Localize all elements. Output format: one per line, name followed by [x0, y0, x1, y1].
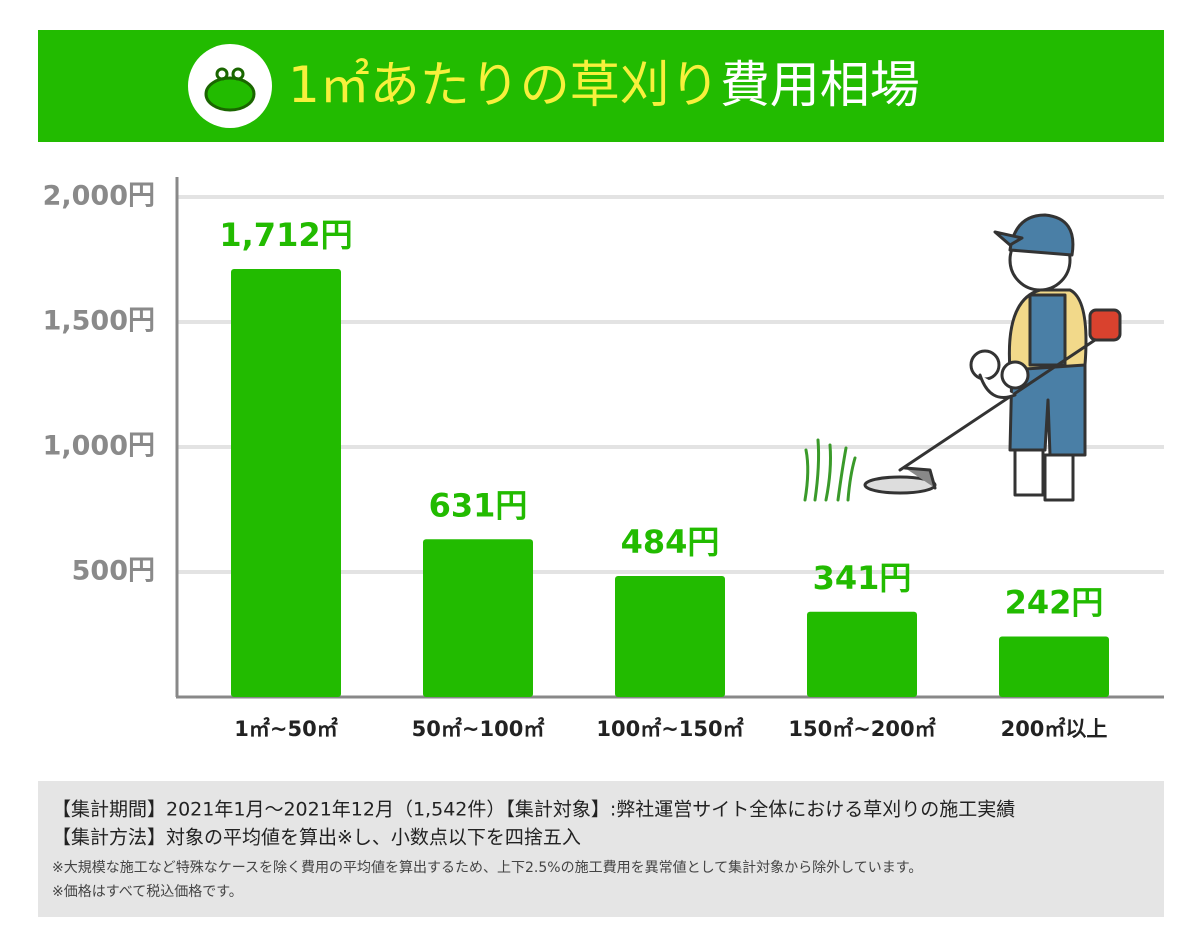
footer-note: ※大規模な施工など特殊なケースを除く費用の平均値を算出するため、上下2.5%の施…: [52, 859, 922, 876]
bar: [615, 576, 725, 697]
plot: 500円 1,000円 1,500円 2,000円 1㎡~50㎡ 1,712円 50㎡~10…: [43, 177, 1164, 741]
x-tick-label: 1㎡~50㎡: [234, 717, 337, 741]
value-label: 242円: [1005, 584, 1104, 622]
icon-clasp: [231, 67, 245, 81]
x-tick-label: 150㎡~200㎡: [788, 717, 935, 741]
bar: [999, 636, 1109, 697]
x-tick-label: 100㎡~150㎡: [596, 717, 743, 741]
footer-box: [38, 781, 1164, 917]
x-tick-label: 200㎡以上: [1001, 717, 1108, 741]
icon-purse: [204, 76, 256, 112]
value-label: 341円: [813, 559, 912, 597]
y-tick-label: 2,000円: [43, 181, 155, 212]
y-tick-label: 1,000円: [43, 431, 155, 462]
illustration: [803, 213, 1122, 502]
title-highlight: 1㎡あたりの草刈り: [288, 56, 720, 114]
bar: [807, 611, 917, 697]
value-label: 631円: [429, 486, 528, 524]
y-tick-label: 500円: [72, 556, 155, 587]
bar: [231, 269, 341, 697]
footer-line: 【集計方法】対象の平均値を算出※し、小数点以下を四捨五入: [52, 827, 581, 849]
footer-note: ※価格はすべて税込価格です。: [52, 884, 243, 900]
y-tick-label: 1,500円: [43, 306, 155, 337]
title-rest: 費用相場: [720, 56, 920, 114]
icon-clasp: [215, 67, 229, 81]
value-label: 1,712円: [219, 216, 352, 254]
value-label: 484円: [621, 523, 720, 561]
footer-line: 【集計期間】2021年1月～2021年12月（1,542件）【集計対象】:弊社運…: [52, 799, 1015, 821]
bar: [423, 539, 533, 697]
chart-title: 1㎡あたりの草刈り費用相場: [288, 56, 920, 114]
x-tick-label: 50㎡~100㎡: [412, 717, 545, 741]
